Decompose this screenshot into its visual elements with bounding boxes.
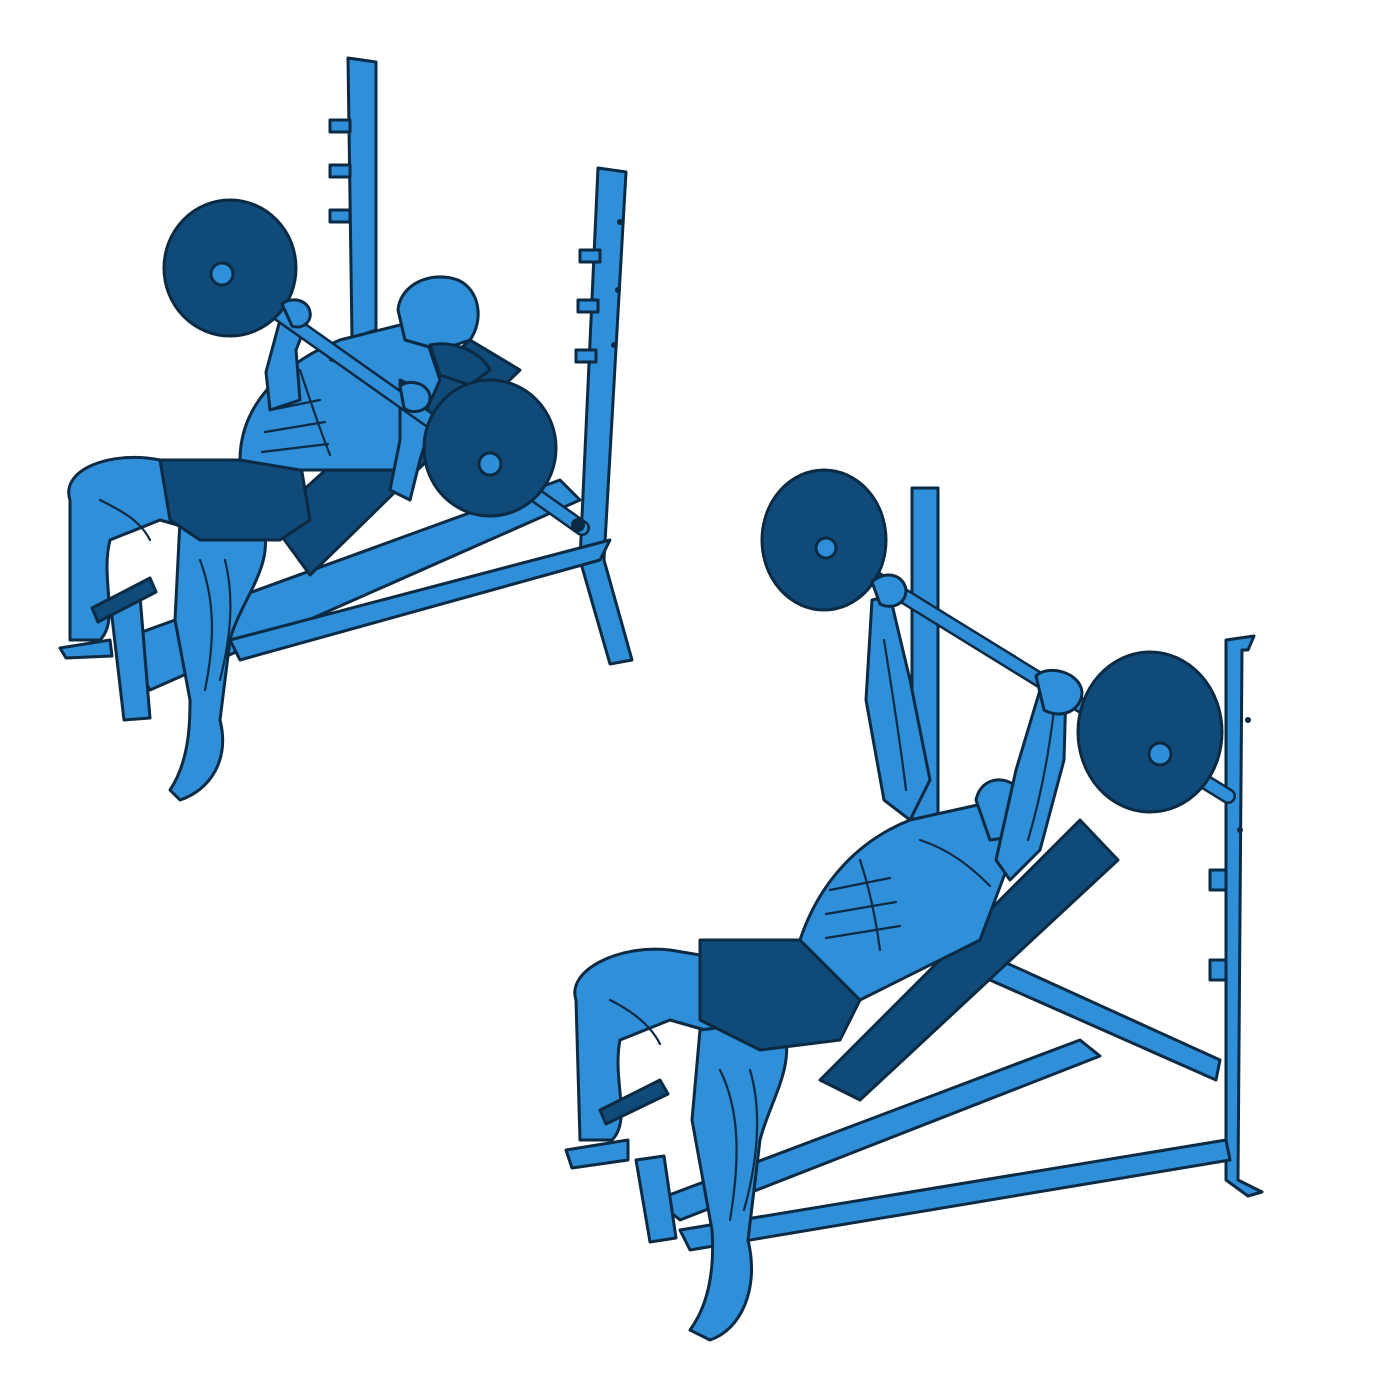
bench2-base	[564, 958, 1232, 1252]
hand-left	[280, 298, 312, 329]
foot-roller	[90, 576, 158, 624]
panel-bar-lowered	[58, 56, 634, 802]
athlete-head	[396, 275, 492, 387]
rack-upright-front	[574, 166, 634, 666]
hand2-left	[870, 573, 908, 608]
athlete2-arms	[864, 594, 1068, 882]
weight-plate-2-right	[1076, 650, 1224, 814]
hand2-right	[1034, 668, 1084, 716]
hand-right	[398, 381, 432, 414]
bench-base	[58, 478, 612, 722]
weight-plate-right	[422, 378, 558, 518]
athlete-shorts	[158, 458, 312, 542]
rack2-upright-front	[1208, 634, 1264, 1198]
foot-roller-2	[598, 1078, 670, 1126]
panel-arms-extended	[564, 468, 1264, 1342]
weight-plate-left	[162, 198, 298, 338]
rack-upright-back	[328, 56, 378, 340]
weight-plate-2-left	[760, 468, 888, 612]
